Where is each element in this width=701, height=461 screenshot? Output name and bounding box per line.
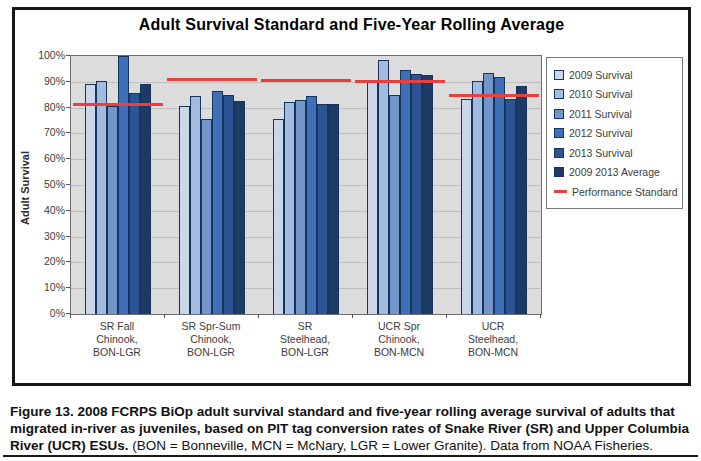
y-tick-label: 0% — [21, 307, 65, 319]
x-category-label: SR Steelhead, BON-LGR — [258, 320, 352, 359]
y-tick-label: 90% — [21, 75, 65, 87]
y-tick-label: 40% — [21, 204, 65, 216]
y-tick-label: 20% — [21, 255, 65, 267]
legend-item: 2012 Survival — [554, 124, 678, 144]
performance-standard-segment — [261, 79, 351, 82]
category-axis-tick — [352, 314, 353, 318]
bottom-divider — [3, 455, 698, 457]
bar — [483, 73, 494, 314]
legend-label: 2011 Survival — [569, 108, 632, 120]
legend-item: 2009 2013 Average — [554, 163, 678, 183]
bar — [306, 96, 317, 314]
y-tick-label: 70% — [21, 126, 65, 138]
bar — [201, 119, 212, 314]
bar — [328, 104, 339, 314]
bar — [129, 93, 140, 314]
y-tick-mark — [66, 81, 70, 82]
bar — [85, 84, 96, 314]
legend-swatch — [554, 167, 564, 177]
x-category-label: SR Spr-Sum Chinook, BON-LGR — [164, 320, 258, 359]
legend-swatch — [554, 89, 564, 99]
legend-item: 2013 Survival — [554, 143, 678, 163]
y-tick-mark — [66, 132, 70, 133]
bar — [516, 86, 527, 314]
y-tick-label: 60% — [21, 152, 65, 164]
bar — [411, 74, 422, 314]
performance-standard-segment — [355, 80, 445, 83]
bar — [190, 96, 201, 314]
chart-title: Adult Survival Standard and Five-Year Ro… — [15, 16, 688, 34]
bar — [378, 60, 389, 314]
bar — [317, 104, 328, 314]
legend-item: 2009 Survival — [554, 65, 678, 85]
category-axis-tick — [540, 314, 541, 318]
legend-label: Performance Standard — [572, 186, 678, 198]
legend-swatch — [554, 148, 564, 158]
bar — [422, 75, 433, 314]
bar — [505, 99, 516, 314]
legend-swatch — [554, 109, 564, 119]
performance-standard-segment — [167, 78, 257, 81]
bar — [212, 91, 223, 314]
legend-swatch-line — [554, 190, 567, 193]
legend-label: 2009 Survival — [569, 69, 633, 81]
bar — [400, 70, 411, 314]
y-tick-mark — [66, 55, 70, 56]
bar — [118, 56, 129, 314]
bar — [96, 81, 107, 314]
bar — [273, 119, 284, 314]
y-tick-label: 10% — [21, 281, 65, 293]
legend-swatch — [554, 70, 564, 80]
y-tick-mark — [66, 210, 70, 211]
bar — [389, 95, 400, 314]
y-tick-mark — [66, 158, 70, 159]
y-tick-mark — [66, 287, 70, 288]
bar — [295, 100, 306, 314]
bar — [223, 95, 234, 314]
caption-regular-text: (BON = Bonneville, MCN = McNary, LGR = L… — [129, 438, 654, 453]
category-axis-tick — [70, 314, 71, 318]
legend-item: Performance Standard — [554, 182, 678, 202]
chart-frame: Adult Survival Standard and Five-Year Ro… — [12, 7, 691, 386]
plot-area — [70, 55, 542, 315]
y-tick-label: 50% — [21, 178, 65, 190]
legend-label: 2010 Survival — [569, 88, 633, 100]
figure-caption: Figure 13. 2008 FCRPS BiOp adult surviva… — [10, 403, 698, 454]
bar — [284, 102, 295, 314]
performance-standard-segment — [73, 103, 163, 106]
performance-standard-segment — [449, 94, 539, 97]
bar — [367, 81, 378, 314]
category-axis-tick — [258, 314, 259, 318]
legend-label: 2013 Survival — [569, 147, 633, 159]
x-category-label: UCR Spr Chinook, BON-MCN — [352, 320, 446, 359]
category-axis-tick — [164, 314, 165, 318]
y-tick-mark — [66, 236, 70, 237]
y-tick-label: 80% — [21, 101, 65, 113]
x-category-label: UCR Steelhead, BON-MCN — [446, 320, 540, 359]
legend-label: 2009 2013 Average — [569, 166, 660, 178]
y-tick-mark — [66, 261, 70, 262]
x-category-label: SR Fall Chinook, BON-LGR — [70, 320, 164, 359]
bar — [461, 99, 472, 314]
bar — [234, 101, 245, 314]
category-axis-tick — [446, 314, 447, 318]
legend-label: 2012 Survival — [569, 127, 633, 139]
legend-swatch — [554, 128, 564, 138]
bar — [140, 84, 151, 314]
y-tick-mark — [66, 184, 70, 185]
y-tick-mark — [66, 107, 70, 108]
bar — [472, 81, 483, 314]
bar — [179, 106, 190, 314]
legend-item: 2011 Survival — [554, 104, 678, 124]
legend-item: 2010 Survival — [554, 85, 678, 105]
y-tick-label: 100% — [21, 49, 65, 61]
y-tick-label: 30% — [21, 230, 65, 242]
bar — [494, 77, 505, 314]
legend: 2009 Survival 2010 Survival 2011 Survival 2… — [546, 57, 683, 209]
bar — [107, 106, 118, 314]
